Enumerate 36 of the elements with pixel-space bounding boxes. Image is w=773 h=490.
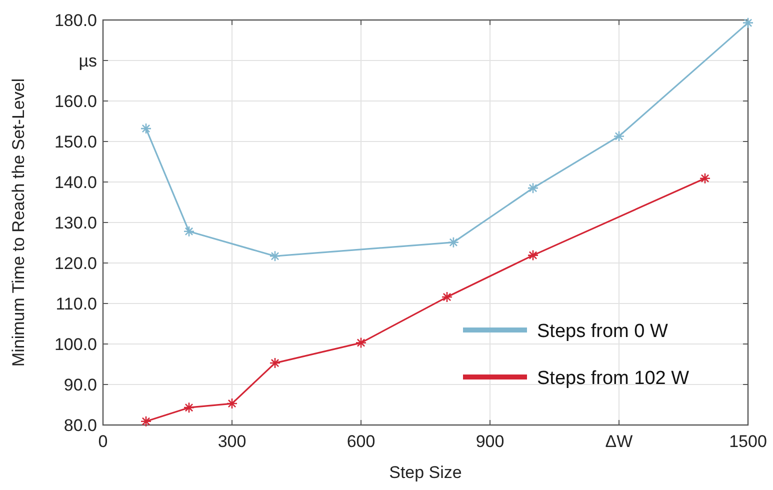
- y-tick-label: µs: [78, 52, 97, 70]
- point: [355, 337, 367, 348]
- legend-label: Steps from 0 W: [537, 321, 668, 342]
- y-tick-label: 130.0: [54, 214, 97, 232]
- point: [742, 17, 754, 28]
- x-tick-label: 0: [98, 432, 108, 451]
- x-tick-label: 1500: [729, 432, 767, 451]
- point: [441, 291, 453, 303]
- y-tick-label: 140.0: [54, 173, 97, 192]
- point: [226, 398, 238, 410]
- point: [527, 182, 539, 194]
- x-tick-label: ΔW: [605, 432, 633, 451]
- point: [613, 130, 625, 142]
- point: [699, 172, 711, 184]
- y-tick-label: 100.0: [54, 335, 97, 354]
- x-tick-label: 300: [218, 432, 246, 451]
- legend-label: Steps from 102 W: [537, 368, 690, 389]
- y-tick-label: 160.0: [54, 92, 97, 111]
- point: [183, 226, 195, 238]
- point: [269, 357, 281, 369]
- point: [269, 250, 281, 262]
- point: [183, 402, 195, 414]
- y-tick-label: 110.0: [56, 294, 97, 314]
- x-axis-title: Step Size: [389, 463, 462, 482]
- x-tick-label: 900: [476, 432, 504, 451]
- point: [140, 122, 152, 134]
- y-tick-label: 90.0: [64, 376, 97, 394]
- point: [448, 236, 460, 248]
- y-tick-label: 150.0: [54, 132, 97, 152]
- y-tick-label: 180.0: [54, 11, 97, 30]
- point: [140, 416, 152, 428]
- y-tick-label: 80.0: [64, 416, 97, 435]
- x-tick-label: 600: [346, 432, 376, 451]
- y-tick-label: 120.0: [54, 254, 97, 273]
- point: [527, 250, 539, 261]
- y-axis-title: Minimum Time to Reach the Set-Level: [9, 78, 28, 367]
